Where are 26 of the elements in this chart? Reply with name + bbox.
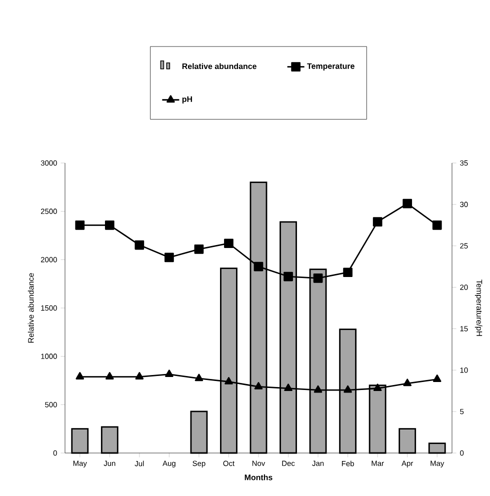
point <box>134 240 144 250</box>
point <box>104 220 114 230</box>
point <box>164 252 174 262</box>
point <box>194 374 204 382</box>
point <box>343 268 352 278</box>
point <box>403 378 412 386</box>
point <box>373 384 382 392</box>
point <box>75 220 85 230</box>
point <box>314 385 322 393</box>
point <box>344 385 352 393</box>
point <box>106 372 114 380</box>
point <box>254 262 264 272</box>
point <box>432 374 442 382</box>
point <box>313 273 323 283</box>
point <box>254 382 263 390</box>
point <box>224 238 234 248</box>
point <box>165 370 174 377</box>
point <box>402 198 412 208</box>
point <box>135 372 144 380</box>
point <box>372 217 382 227</box>
point <box>284 272 293 282</box>
point <box>432 220 442 230</box>
point <box>224 377 233 384</box>
point <box>194 244 204 254</box>
point <box>76 372 84 380</box>
point <box>284 384 292 392</box>
